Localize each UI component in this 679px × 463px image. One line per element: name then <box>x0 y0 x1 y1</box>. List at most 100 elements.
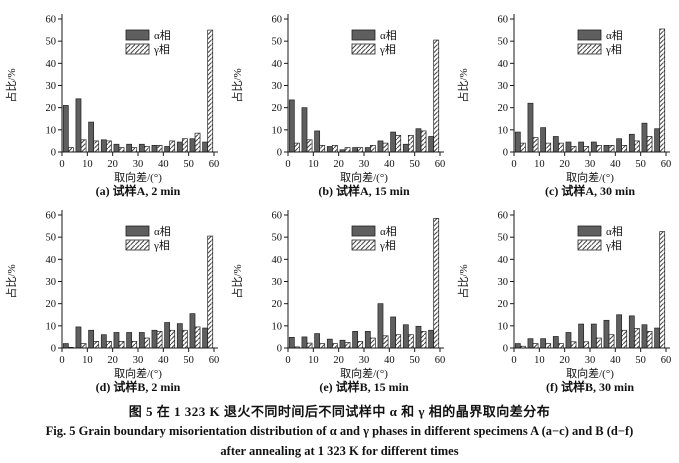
subplot-label: (c) 试样A, 30 min <box>545 183 635 198</box>
subplot-d: 0 10 20 30 40 50 60 0 10 20 30 40 50 60 占比/% 取向差/(°) (d)… <box>0 200 226 396</box>
svg-text:40: 40 <box>498 255 509 266</box>
subplot-label: (b) 试样A, 15 min <box>318 183 410 198</box>
svg-text:30: 30 <box>359 159 370 170</box>
svg-text:50: 50 <box>46 233 57 244</box>
svg-text:γ相: γ相 <box>379 43 396 56</box>
caption-chinese: 图 5 在 1 323 K 退火不同时间后不同试样中 α 和 γ 相的晶界取向差… <box>128 404 551 419</box>
bar-chart-c: 0 10 20 30 40 50 60 0 10 20 30 40 50 60 占比/% 取向差/(°)(c)… <box>456 14 671 198</box>
svg-text:60: 60 <box>498 211 509 222</box>
svg-text:50: 50 <box>498 37 509 48</box>
svg-text:50: 50 <box>409 159 420 170</box>
x-axis-label: 取向差/(°) <box>340 366 388 380</box>
svg-text:α相: α相 <box>606 29 623 42</box>
svg-text:10: 10 <box>498 125 509 136</box>
y-axis-label: 占比/% <box>230 68 244 102</box>
svg-text:30: 30 <box>585 159 596 170</box>
caption-english-line1: Fig. 5 Grain boundary misorientation dis… <box>45 424 634 439</box>
subplot-label: (a) 试样A, 2 min <box>96 183 181 198</box>
svg-text:50: 50 <box>183 159 194 170</box>
svg-text:50: 50 <box>46 37 57 48</box>
svg-text:10: 10 <box>46 125 57 136</box>
svg-text:10: 10 <box>498 321 509 332</box>
svg-text:60: 60 <box>46 15 57 26</box>
svg-text:60: 60 <box>435 355 446 366</box>
svg-text:20: 20 <box>272 103 283 114</box>
y-axis-label: 占比/% <box>4 264 18 298</box>
svg-text:60: 60 <box>661 355 672 366</box>
svg-text:10: 10 <box>308 355 319 366</box>
svg-text:50: 50 <box>409 355 420 366</box>
svg-text:30: 30 <box>46 277 57 288</box>
svg-text:50: 50 <box>272 233 283 244</box>
svg-text:40: 40 <box>498 59 509 70</box>
svg-text:30: 30 <box>359 355 370 366</box>
svg-text:α相: α相 <box>154 29 171 42</box>
y-axis-label: 占比/% <box>456 264 470 298</box>
svg-text:20: 20 <box>498 103 509 114</box>
svg-text:α相: α相 <box>154 225 171 238</box>
svg-text:10: 10 <box>46 321 57 332</box>
svg-text:60: 60 <box>209 355 220 366</box>
subplot-e: 0 10 20 30 40 50 60 0 10 20 30 40 50 60 占比/% 取向差/(°) (e)… <box>226 200 452 396</box>
svg-text:0: 0 <box>285 159 290 170</box>
svg-text:10: 10 <box>272 125 283 136</box>
svg-text:20: 20 <box>272 299 283 310</box>
svg-text:60: 60 <box>272 15 283 26</box>
svg-text:40: 40 <box>272 59 283 70</box>
subplot-label: (f) 试样B, 30 min <box>546 379 634 394</box>
svg-text:30: 30 <box>133 159 144 170</box>
svg-text:0: 0 <box>511 159 516 170</box>
svg-text:γ相: γ相 <box>153 239 170 252</box>
bar-chart-f: 0 10 20 30 40 50 60 0 10 20 30 40 50 60 占比/% 取向差/(°)(f)… <box>456 210 672 394</box>
svg-text:0: 0 <box>277 344 282 355</box>
svg-text:60: 60 <box>435 159 446 170</box>
svg-text:10: 10 <box>308 159 319 170</box>
svg-text:0: 0 <box>51 344 56 355</box>
bar-chart-d: 0 10 20 30 40 50 60 0 10 20 30 40 50 60 占比/% 取向差/(°)(d)… <box>4 210 220 394</box>
svg-text:γ相: γ相 <box>605 43 622 56</box>
svg-text:30: 30 <box>46 81 57 92</box>
bar-chart-e: 0 10 20 30 40 50 60 0 10 20 30 40 50 60 占比/% 取向差/(°)(e)… <box>230 210 446 394</box>
svg-text:0: 0 <box>277 148 282 159</box>
svg-text:30: 30 <box>498 81 509 92</box>
svg-text:50: 50 <box>635 355 646 366</box>
x-axis-label: 取向差/(°) <box>114 170 162 184</box>
svg-text:40: 40 <box>158 159 169 170</box>
subplot-c: 0 10 20 30 40 50 60 0 10 20 30 40 50 60 占比/% 取向差/(°) (c)… <box>452 4 678 200</box>
svg-text:50: 50 <box>498 233 509 244</box>
svg-text:20: 20 <box>333 355 344 366</box>
svg-text:40: 40 <box>158 355 169 366</box>
svg-text:40: 40 <box>272 255 283 266</box>
svg-text:α相: α相 <box>380 29 397 42</box>
svg-text:20: 20 <box>107 159 118 170</box>
svg-text:40: 40 <box>46 255 57 266</box>
svg-text:20: 20 <box>559 159 570 170</box>
svg-text:0: 0 <box>285 355 290 366</box>
bar-chart-a: 0 10 20 30 40 50 60 0 10 20 30 40 50 60 占比/% 取向差/(°)(a)… <box>4 14 219 198</box>
subplot-label: (e) 试样B, 15 min <box>319 379 409 394</box>
caption-english-line2: after annealing at 1 323 K for different… <box>220 443 459 458</box>
svg-text:0: 0 <box>51 148 56 159</box>
svg-text:40: 40 <box>610 355 621 366</box>
x-axis-label: 取向差/(°) <box>566 170 614 184</box>
figure-captions: 图 5 在 1 323 K 退火不同时间后不同试样中 α 和 γ 相的晶界取向差… <box>0 402 679 461</box>
svg-text:60: 60 <box>46 211 57 222</box>
svg-text:10: 10 <box>534 355 545 366</box>
bar-chart-b: 0 10 20 30 40 50 60 0 10 20 30 40 50 60 占比/% 取向差/(°)(b)… <box>230 14 446 198</box>
svg-text:10: 10 <box>272 321 283 332</box>
svg-text:20: 20 <box>46 103 57 114</box>
subplot-label: (d) 试样B, 2 min <box>96 379 181 394</box>
svg-text:20: 20 <box>46 299 57 310</box>
svg-text:40: 40 <box>46 59 57 70</box>
svg-text:0: 0 <box>59 159 64 170</box>
subplot-f: 0 10 20 30 40 50 60 0 10 20 30 40 50 60 占比/% 取向差/(°) (f)… <box>452 200 678 396</box>
y-axis-label: 占比/% <box>230 264 244 298</box>
x-axis-label: 取向差/(°) <box>114 366 162 380</box>
svg-text:0: 0 <box>503 344 508 355</box>
svg-text:60: 60 <box>498 15 509 26</box>
svg-text:40: 40 <box>610 159 621 170</box>
svg-text:50: 50 <box>635 159 646 170</box>
svg-text:30: 30 <box>133 355 144 366</box>
svg-text:10: 10 <box>534 159 545 170</box>
